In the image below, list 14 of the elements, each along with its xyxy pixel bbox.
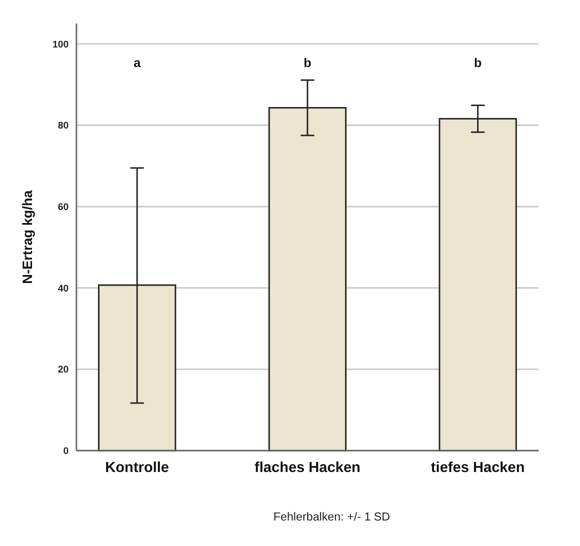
y-axis-title: N-Ertrag kg/ha <box>20 190 35 284</box>
annotation: b <box>304 56 312 70</box>
x-tick-label: Kontrolle <box>105 460 170 476</box>
annotation: b <box>474 56 482 70</box>
y-tick-label: 100 <box>52 39 69 50</box>
y-tick-label: 0 <box>63 446 69 458</box>
x-tick-label: tiefes Hacken <box>430 460 525 476</box>
y-tick-label: 80 <box>58 120 69 132</box>
annotation: a <box>134 56 142 70</box>
text: Fehlerbalken: +/- 1 SD <box>273 510 390 524</box>
y-tick-label: 60 <box>58 202 69 213</box>
x-tick-label: flaches Hacken <box>254 460 360 476</box>
y-tick-label: 40 <box>58 283 69 294</box>
y-tick-label: 20 <box>58 364 69 376</box>
